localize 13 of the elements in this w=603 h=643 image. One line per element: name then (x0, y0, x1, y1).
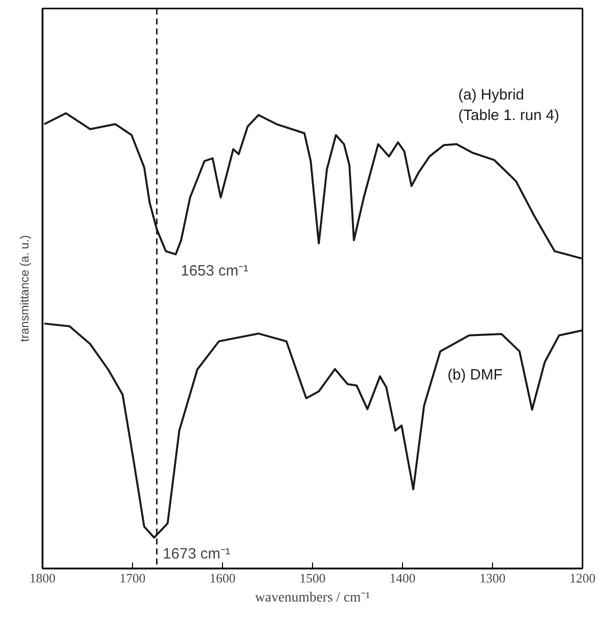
x-tick-label: 1700 (120, 570, 146, 586)
annotation: 1653 cm⁻¹ (180, 262, 248, 280)
x-tick-label: 1600 (210, 570, 236, 586)
x-axis-title: wavenumbers / cm⁻¹ (255, 590, 370, 606)
x-tick-label: 1500 (300, 570, 326, 586)
x-tick-label: 1300 (480, 570, 506, 586)
series-label: (b) DMF (448, 366, 502, 384)
x-tick-label: 1200 (570, 570, 596, 586)
y-axis-title: transmittance (a. u.) (18, 235, 32, 342)
x-tick-label: 1400 (390, 570, 416, 586)
annotation: 1673 cm⁻¹ (162, 546, 230, 563)
x-tick-label: 1800 (30, 570, 56, 586)
series-label: (a) Hybrid (Table 1. run 4) (458, 86, 560, 124)
